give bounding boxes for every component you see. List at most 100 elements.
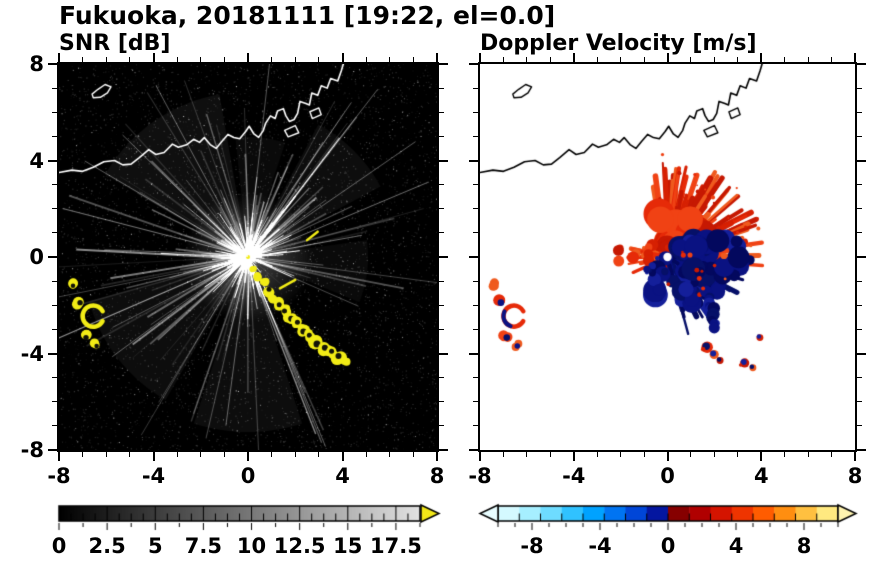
axis-tick [549, 57, 551, 62]
x-tick-label: 0 [660, 464, 675, 488]
axis-tick [666, 452, 669, 461]
axis-tick [473, 377, 478, 379]
axis-tick [200, 57, 202, 62]
axis-tick [473, 232, 478, 234]
axis-tick [412, 452, 414, 457]
axis-tick [439, 377, 444, 379]
y-tick-label: -8 [20, 438, 44, 462]
x-tick-label: -8 [468, 464, 492, 488]
colorbar-tick-label: 10 [236, 534, 267, 558]
axis-tick [200, 452, 202, 457]
axis-tick [52, 184, 57, 186]
axis-tick [760, 452, 763, 461]
axis-tick [439, 232, 444, 234]
axis-tick [439, 135, 444, 137]
axis-tick [666, 53, 669, 62]
axis-tick [48, 352, 57, 355]
colorbar-tick-label: 15 [333, 534, 363, 558]
axis-tick [572, 53, 575, 62]
axis-tick [439, 111, 444, 113]
axis-tick [129, 452, 131, 457]
axis-tick [807, 452, 809, 457]
axis-tick [82, 452, 84, 457]
axis-tick [52, 87, 57, 89]
y-tick-label: -4 [20, 341, 44, 366]
axis-tick [439, 256, 448, 258]
axis-tick [341, 452, 344, 461]
axis-tick [526, 57, 528, 62]
axis-tick [857, 135, 862, 137]
axis-tick [549, 452, 551, 457]
axis-tick [469, 449, 478, 451]
axis-tick [690, 57, 692, 62]
colorbar-tick-label: 2.5 [88, 534, 126, 558]
axis-tick [857, 184, 862, 186]
axis-tick [439, 304, 444, 306]
axis-tick [857, 352, 866, 355]
axis-tick [176, 452, 178, 457]
axis-tick [473, 425, 478, 427]
axis-tick [713, 452, 715, 457]
axis-tick [439, 87, 444, 89]
axis-tick [436, 53, 438, 62]
axis-tick [247, 452, 249, 461]
axis-tick [439, 352, 448, 355]
axis-tick [469, 63, 478, 65]
axis-tick [365, 452, 367, 457]
axis-tick [473, 401, 478, 403]
axis-tick [439, 63, 448, 65]
axis-tick [473, 135, 478, 137]
axis-tick [439, 184, 444, 186]
axis-tick [223, 452, 225, 457]
axis-tick [52, 280, 57, 282]
axis-tick [473, 184, 478, 186]
axis-tick [784, 57, 786, 62]
axis-tick [831, 57, 833, 62]
y-tick-label: 8 [29, 52, 44, 76]
axis-tick [439, 280, 444, 282]
x-tick-label: 4 [335, 464, 350, 488]
axis-tick [473, 328, 478, 330]
vel-colorbar [478, 503, 858, 531]
axis-tick [469, 352, 478, 355]
axis-tick [318, 452, 320, 457]
axis-tick [294, 57, 296, 62]
axis-tick [439, 449, 448, 451]
colorbar-tick-label: 17.5 [370, 534, 422, 558]
colorbar-tick-label: 7.5 [184, 534, 222, 558]
axis-tick [52, 425, 57, 427]
colorbar-tick-label: -8 [520, 534, 544, 558]
axis-tick [857, 280, 862, 282]
axis-tick [596, 452, 598, 457]
axis-tick [223, 57, 225, 62]
axis-tick [52, 377, 57, 379]
axis-tick [439, 208, 444, 210]
axis-tick [412, 57, 414, 62]
y-tick-label: 0 [29, 245, 44, 269]
axis-tick [105, 57, 107, 62]
axis-tick [784, 452, 786, 457]
axis-tick [389, 57, 391, 62]
axis-tick [857, 328, 862, 330]
axis-tick [737, 452, 739, 457]
axis-tick [620, 452, 622, 457]
axis-tick [690, 452, 692, 457]
axis-tick [854, 53, 856, 62]
axis-tick [48, 256, 57, 258]
axis-tick [439, 328, 444, 330]
colorbar-tick-label: -4 [588, 534, 612, 558]
axis-tick [526, 452, 528, 457]
axis-tick [831, 452, 833, 457]
axis-tick [176, 57, 178, 62]
y-tick-label: 4 [29, 148, 44, 173]
axis-tick [473, 208, 478, 210]
axis-tick [857, 425, 862, 427]
axis-tick [857, 111, 862, 113]
axis-tick [643, 452, 645, 457]
axis-tick [58, 452, 60, 461]
axis-tick [294, 452, 296, 457]
colorbar-tick-label: 5 [147, 534, 163, 558]
axis-tick [52, 208, 57, 210]
axis-tick [857, 159, 866, 162]
axis-tick [389, 452, 391, 457]
